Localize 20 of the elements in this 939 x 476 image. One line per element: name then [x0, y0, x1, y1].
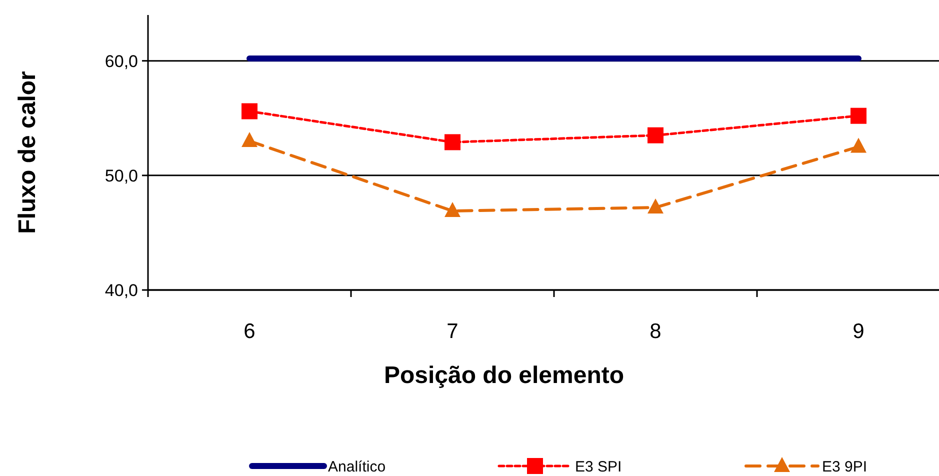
point: [648, 198, 664, 214]
legend-label: E3 SPI: [575, 458, 622, 476]
y-tick-label: 40,0: [104, 280, 138, 300]
legend-label: Analítico: [328, 458, 386, 476]
y-tick-label: 60,0: [104, 52, 138, 71]
point: [648, 127, 664, 144]
x-tick-label: 6: [244, 320, 256, 343]
point: [444, 134, 460, 150]
x-tick-label: 9: [852, 320, 864, 343]
y-tick-label: 50,0: [104, 166, 138, 186]
point: [242, 132, 258, 148]
legend-label: E3 9PI: [822, 458, 868, 476]
x-axis-title: Posição do elemento: [384, 362, 624, 389]
point: [242, 103, 258, 120]
point: [850, 108, 866, 124]
point: [444, 202, 460, 217]
x-tick-label: 7: [446, 320, 458, 343]
y-axis-title: Fluxo de calor: [14, 71, 41, 234]
x-tick-label: 8: [650, 320, 662, 343]
point: [850, 138, 866, 153]
